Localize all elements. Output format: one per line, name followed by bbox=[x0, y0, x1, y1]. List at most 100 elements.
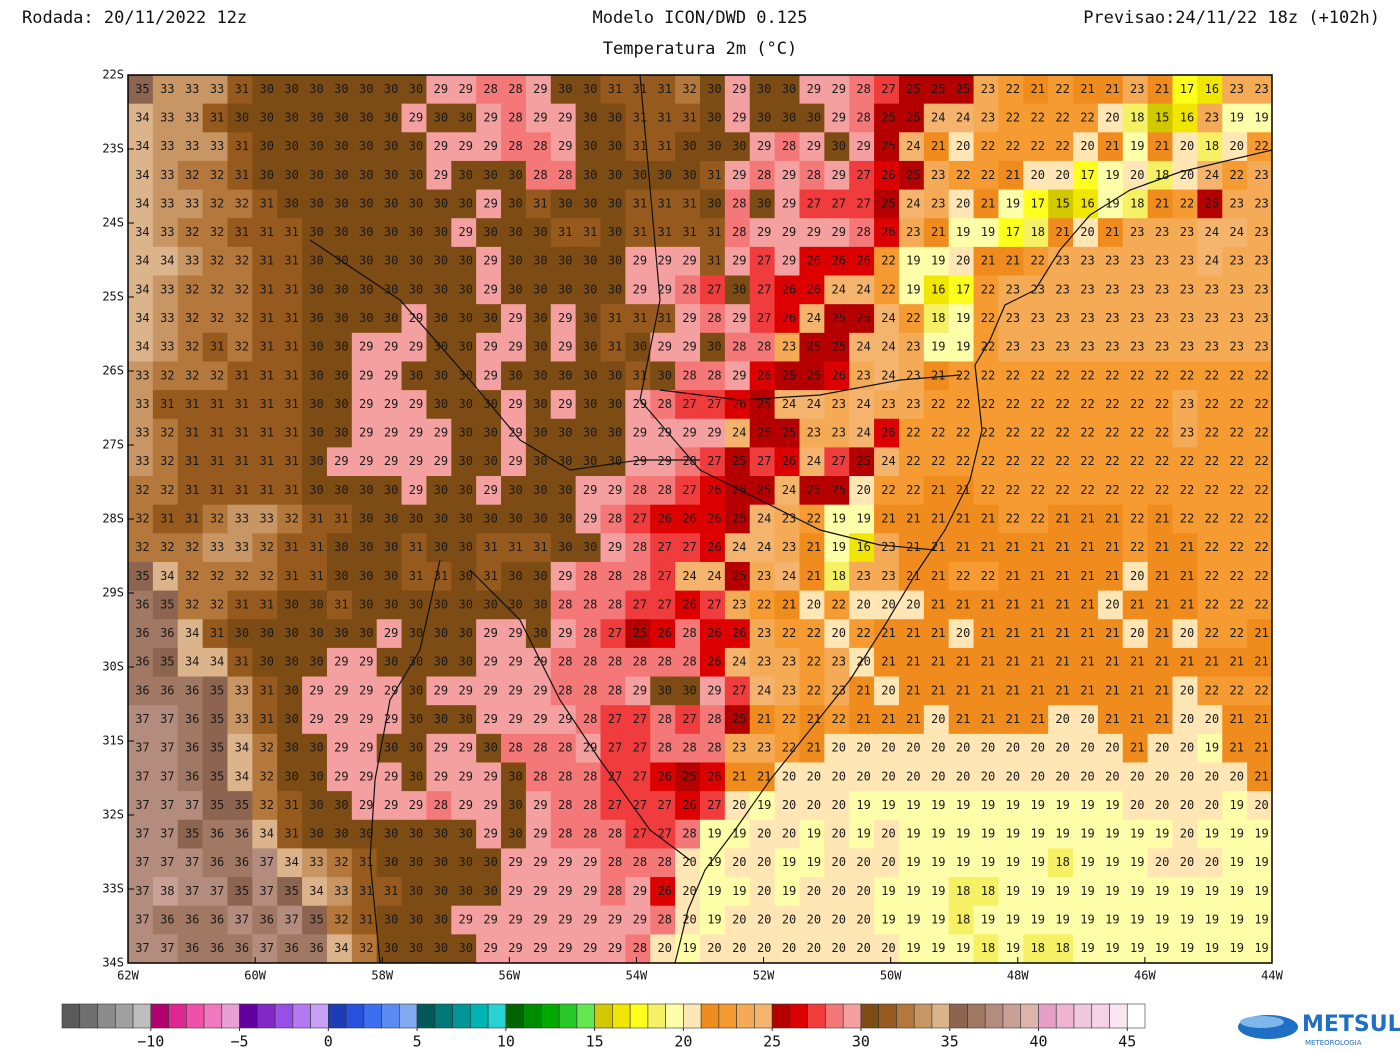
grid-cell bbox=[1097, 791, 1124, 821]
grid-cell bbox=[1122, 103, 1149, 133]
grid-cell bbox=[600, 246, 626, 277]
grid-value: 25 bbox=[906, 168, 920, 182]
grid-cell bbox=[923, 189, 950, 219]
grid-cell bbox=[227, 619, 253, 649]
grid-value: 30 bbox=[359, 282, 373, 296]
grid-value: 29 bbox=[359, 454, 373, 468]
grid-cell bbox=[1122, 275, 1149, 305]
grid-cell bbox=[700, 905, 726, 935]
grid-value: 33 bbox=[210, 82, 224, 96]
grid-value: 31 bbox=[235, 368, 249, 382]
colorbar-swatch bbox=[967, 1003, 986, 1029]
grid-value: 21 bbox=[981, 683, 995, 697]
grid-cell bbox=[1197, 905, 1223, 935]
grid-cell bbox=[849, 304, 875, 334]
grid-value: 21 bbox=[782, 597, 796, 611]
grid-value: 19 bbox=[956, 855, 970, 869]
grid-value: 21 bbox=[881, 512, 895, 526]
grid-value: 30 bbox=[409, 741, 423, 755]
grid-cell bbox=[1122, 791, 1149, 821]
grid-cell bbox=[302, 762, 328, 792]
grid-cell bbox=[227, 476, 253, 506]
grid-cell bbox=[774, 819, 801, 850]
grid-cell bbox=[675, 819, 701, 850]
grid-cell bbox=[1147, 332, 1174, 363]
grid-cell bbox=[973, 160, 1000, 191]
grid-value: 19 bbox=[1229, 827, 1243, 841]
grid-value: 28 bbox=[608, 884, 622, 898]
grid-value: 30 bbox=[508, 368, 522, 382]
grid-value: 18 bbox=[1205, 139, 1219, 153]
grid-value: 34 bbox=[260, 827, 274, 841]
grid-value: 27 bbox=[608, 626, 622, 640]
grid-value: 25 bbox=[906, 110, 920, 124]
grid-cell bbox=[948, 189, 975, 219]
grid-cell bbox=[177, 733, 204, 764]
grid-cell bbox=[923, 733, 950, 764]
grid-value: 19 bbox=[1254, 884, 1268, 898]
grid-cell bbox=[302, 819, 328, 850]
grid-value: 22 bbox=[1229, 168, 1243, 182]
grid-value: 27 bbox=[682, 540, 696, 554]
grid-cell bbox=[774, 762, 801, 792]
grid-cell bbox=[700, 705, 726, 735]
grid-cell bbox=[177, 476, 204, 506]
grid-value: 20 bbox=[881, 941, 895, 955]
grid-value: 20 bbox=[832, 884, 846, 898]
grid-cell bbox=[874, 275, 900, 305]
grid-cell bbox=[476, 533, 502, 563]
grid-cell bbox=[501, 762, 527, 792]
grid-cell bbox=[451, 103, 477, 133]
grid-cell bbox=[177, 590, 204, 620]
grid-cell bbox=[376, 189, 403, 219]
grid-value: 32 bbox=[160, 540, 174, 554]
grid-value: 28 bbox=[533, 741, 547, 755]
grid-cell bbox=[923, 877, 950, 907]
grid-cell bbox=[1122, 705, 1149, 735]
lat-tick-label: 23S bbox=[102, 142, 124, 156]
grid-cell bbox=[525, 647, 552, 678]
grid-value: 37 bbox=[185, 884, 199, 898]
grid-value: 27 bbox=[757, 254, 771, 268]
grid-value: 27 bbox=[633, 769, 647, 783]
grid-value: 31 bbox=[309, 512, 323, 526]
grid-cell bbox=[625, 676, 651, 706]
grid-cell bbox=[550, 75, 577, 105]
grid-cell bbox=[1023, 533, 1049, 563]
grid-value: 20 bbox=[1105, 597, 1119, 611]
grid-cell bbox=[774, 275, 801, 305]
grid-value: 30 bbox=[384, 254, 398, 268]
grid-cell bbox=[1172, 132, 1198, 162]
grid-value: 16 bbox=[931, 282, 945, 296]
grid-cell bbox=[749, 476, 776, 506]
grid-value: 20 bbox=[807, 941, 821, 955]
grid-value: 30 bbox=[558, 368, 572, 382]
grid-cell bbox=[252, 160, 278, 191]
grid-cell bbox=[724, 905, 751, 935]
grid-cell bbox=[476, 189, 502, 219]
grid-cell bbox=[1073, 877, 1099, 907]
grid-value: 21 bbox=[1155, 82, 1169, 96]
grid-cell bbox=[451, 332, 477, 363]
grid-value: 21 bbox=[981, 540, 995, 554]
grid-cell bbox=[799, 103, 825, 133]
grid-cell bbox=[724, 504, 751, 534]
grid-value: 20 bbox=[657, 941, 671, 955]
grid-cell bbox=[351, 533, 378, 563]
grid-cell bbox=[575, 75, 602, 105]
grid-cell bbox=[376, 619, 403, 649]
grid-cell bbox=[401, 619, 428, 649]
grid-cell bbox=[202, 791, 229, 821]
grid-cell bbox=[451, 447, 477, 477]
grid-cell bbox=[774, 533, 801, 563]
grid-value: 28 bbox=[558, 798, 572, 812]
grid-cell bbox=[277, 75, 303, 105]
grid-cell bbox=[401, 733, 428, 764]
grid-cell bbox=[973, 877, 1000, 907]
grid-value: 30 bbox=[409, 683, 423, 697]
grid-cell bbox=[1247, 189, 1272, 219]
grid-cell bbox=[898, 848, 925, 878]
grid-cell bbox=[1048, 905, 1074, 935]
grid-value: 30 bbox=[384, 655, 398, 669]
grid-value: 29 bbox=[334, 454, 348, 468]
